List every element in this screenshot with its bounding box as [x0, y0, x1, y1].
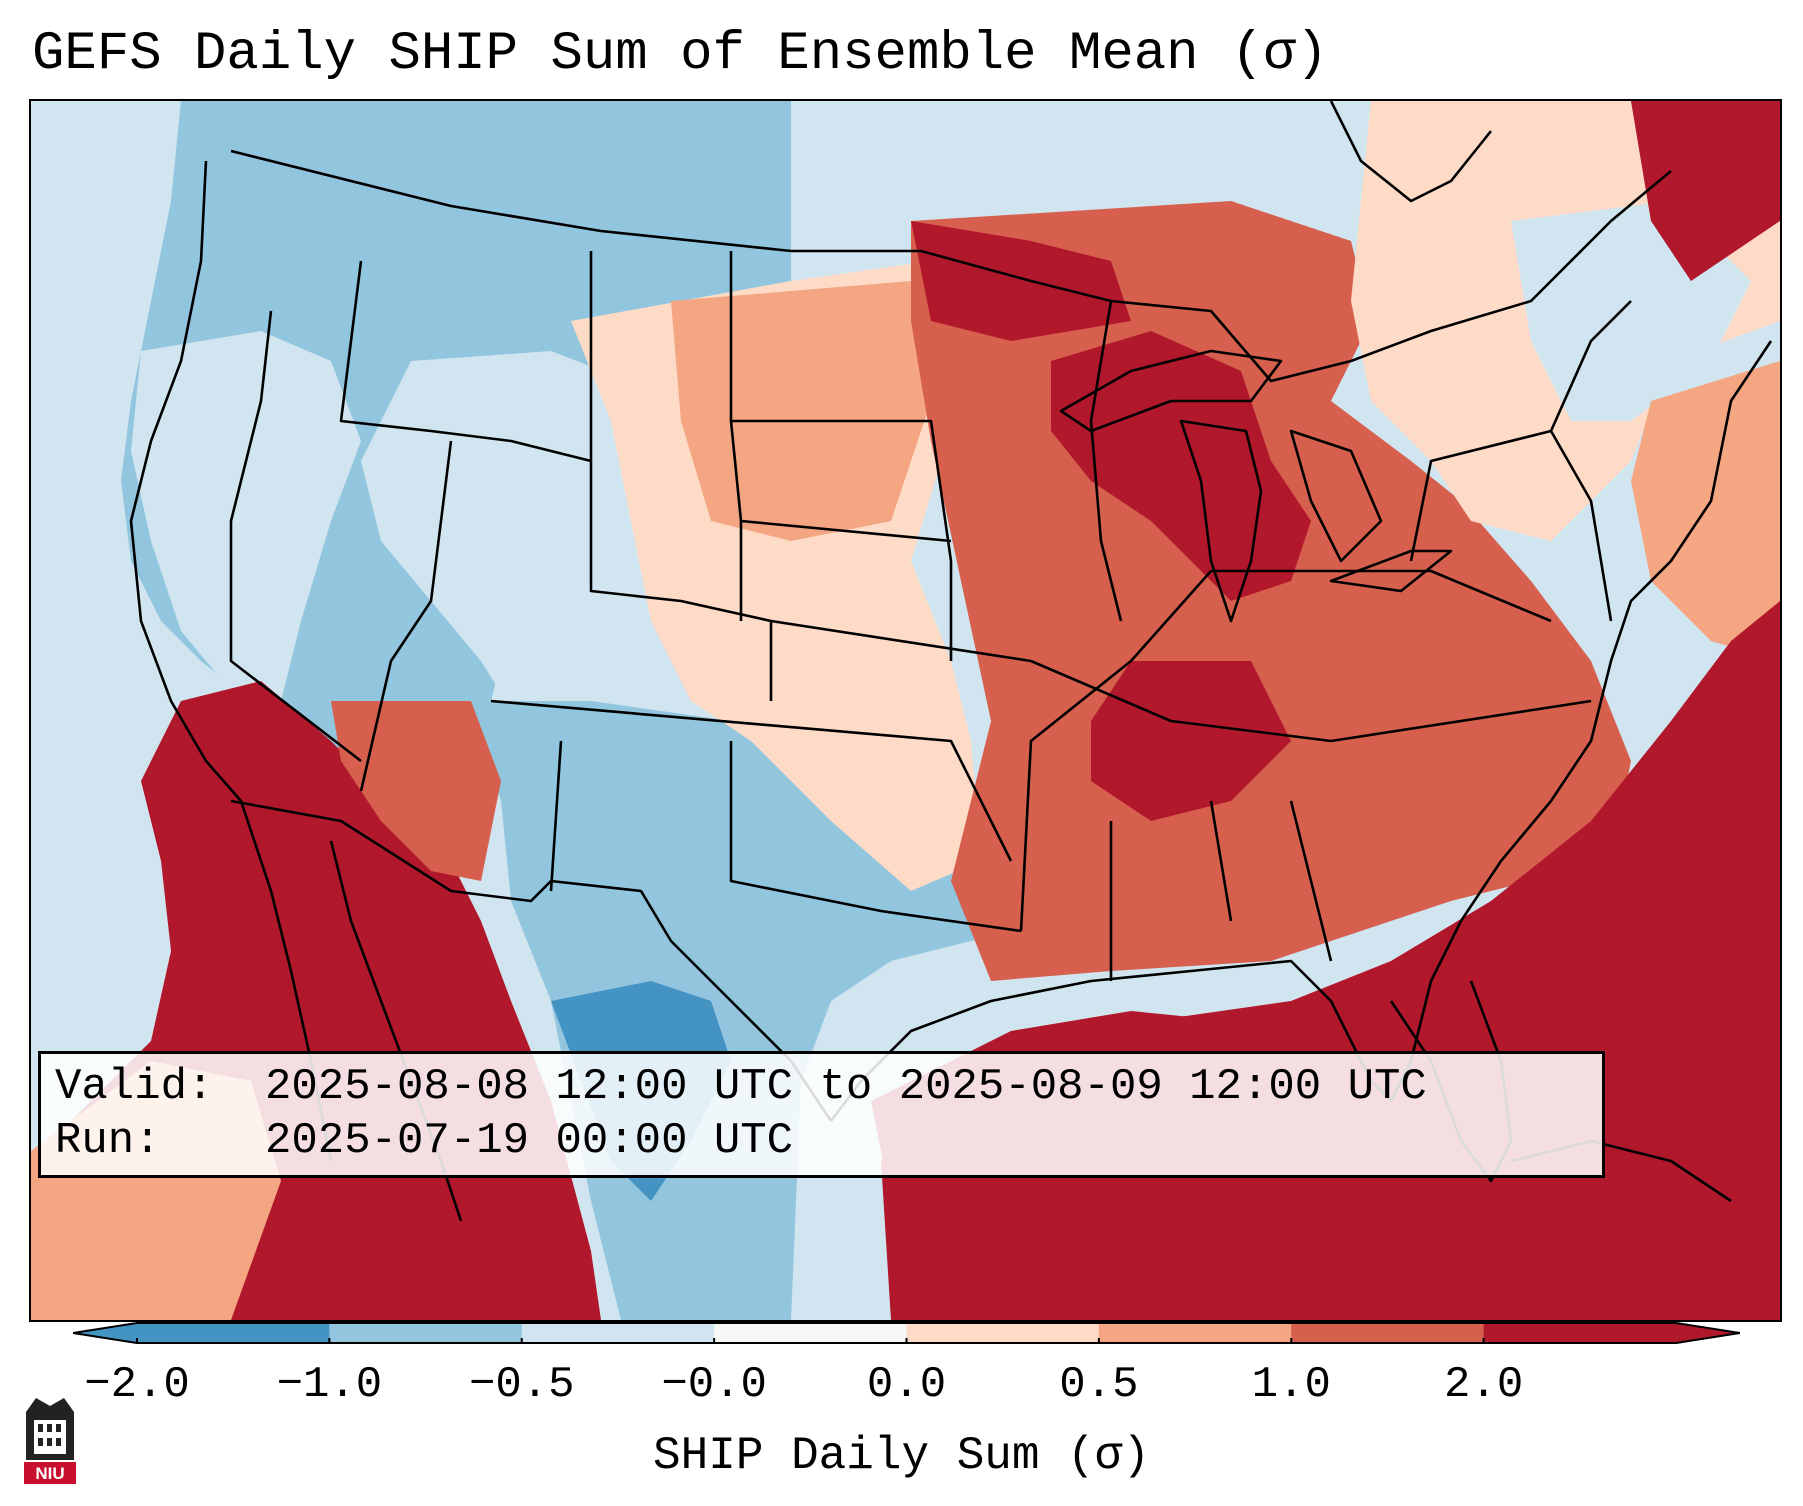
colorbar-extend-high	[1676, 1322, 1740, 1344]
state-line-15	[1030, 659, 1592, 743]
run-value: 2025-07-19 00:00 UTC	[265, 1116, 794, 1166]
state-line-9	[770, 619, 1032, 663]
great-basin-light-region	[131, 331, 361, 701]
colorbar-tick-label: −2.0	[84, 1360, 190, 1410]
valid-row: Valid: 2025-08-08 12:00 UTC to 2025-08-09…	[55, 1060, 1427, 1114]
dakotas-salmon-region	[671, 281, 931, 541]
hudson-bay-coast	[1329, 101, 1493, 203]
run-row: Run: 2025-07-19 00:00 UTC	[55, 1114, 793, 1168]
valid-label: Valid:	[55, 1062, 214, 1112]
colorbar	[73, 1322, 1740, 1344]
us-canada-border	[230, 149, 1672, 383]
state-line-21	[1211, 569, 1552, 623]
university-seal-logo: NIU	[24, 1398, 76, 1484]
state-line-18	[1289, 800, 1333, 962]
state-line-2	[339, 260, 592, 463]
colorbar-label: SHIP Daily Sum (σ)	[653, 1430, 1150, 1482]
state-line-6	[729, 251, 743, 621]
run-label: Run:	[55, 1116, 161, 1166]
colorbar-bin	[1291, 1322, 1485, 1344]
colorbar-extend-low	[73, 1322, 137, 1344]
lake-erie-outline	[1329, 549, 1453, 593]
lake-superior-outline	[1059, 349, 1283, 433]
arizona-salmon-region	[331, 701, 501, 881]
state-line-20	[1549, 300, 1632, 432]
valid-time-box: Valid: 2025-08-08 12:00 UTC to 2025-08-09…	[38, 1051, 1605, 1178]
colorbar-bin	[1098, 1322, 1292, 1344]
colorbar-tick-label: 1.0	[1251, 1360, 1331, 1410]
ohio-valley-extreme-region	[1091, 661, 1291, 821]
state-line-8	[740, 519, 952, 543]
logo-text: NIU	[35, 1464, 64, 1483]
colorbar-tick-label: −1.0	[276, 1360, 383, 1410]
colorbar-bin	[521, 1322, 715, 1344]
political-borders	[129, 101, 1773, 1222]
us-mexico-border	[230, 799, 833, 1122]
state-line-7	[731, 419, 953, 661]
state-line-4	[589, 461, 773, 701]
colorbar-tick-label: 0.0	[866, 1360, 947, 1410]
state-line-3	[359, 440, 453, 792]
state-line-10	[490, 699, 1013, 862]
chart-title: GEFS Daily SHIP Sum of Ensemble Mean (σ)	[32, 24, 1329, 85]
state-line-1	[229, 310, 362, 763]
colorbar-bin	[137, 1322, 330, 1344]
gulf-coastline	[829, 340, 1773, 1122]
colorbar-bin	[329, 1322, 523, 1344]
state-line-11	[729, 741, 1022, 933]
north-extreme-strip	[1631, 101, 1780, 281]
state-line-16	[1209, 800, 1233, 922]
colorbar-bin	[906, 1322, 1100, 1344]
colorbar-tick-label: −0.5	[468, 1360, 575, 1410]
lake-huron-outline	[1289, 429, 1383, 563]
state-line-12	[549, 740, 563, 892]
state-line-13	[1019, 570, 1212, 932]
valid-value: 2025-08-08 12:00 UTC to 2025-08-09 12:00…	[265, 1062, 1427, 1112]
colorbar-bin	[1483, 1322, 1677, 1344]
west-coast-coastline	[129, 160, 333, 1162]
state-line-14	[1089, 300, 1123, 622]
north-central-extreme-region	[911, 221, 1131, 341]
colorbar-bin	[714, 1322, 907, 1344]
great-lakes-extreme-region	[1051, 331, 1311, 601]
colorbar-tick-label: 0.5	[1059, 1360, 1139, 1410]
colorbar-tick-label: −0.0	[661, 1360, 767, 1410]
colorbar-tick-label: 2.0	[1444, 1360, 1524, 1410]
lake-michigan-outline	[1179, 419, 1263, 623]
